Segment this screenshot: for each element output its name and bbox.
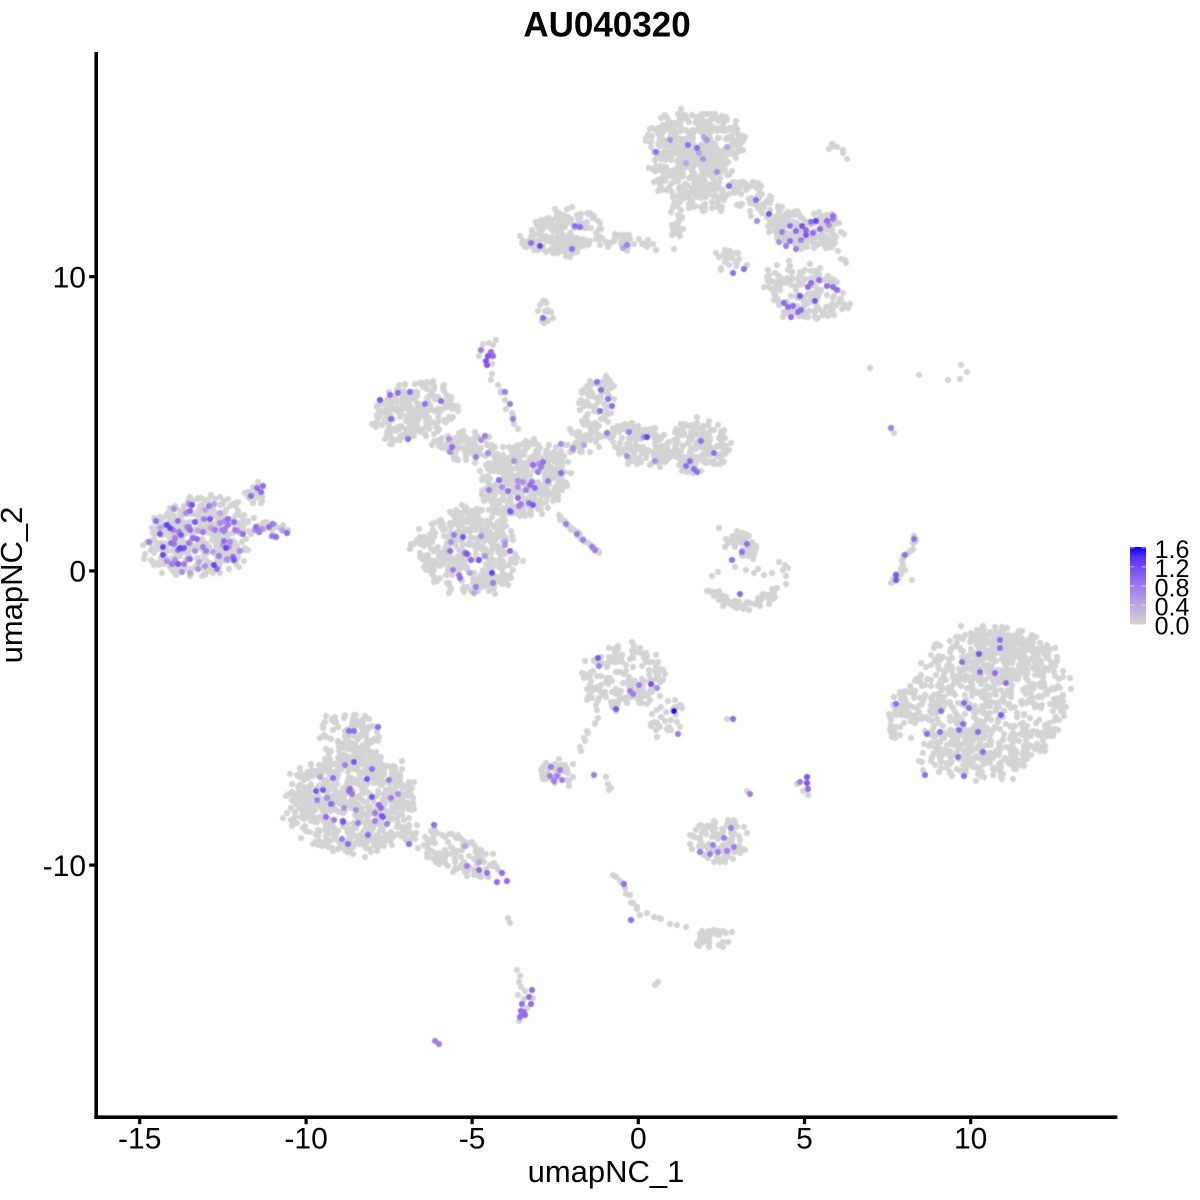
svg-text:0: 0 — [630, 1122, 647, 1155]
svg-text:0.4: 0.4 — [1155, 594, 1190, 622]
svg-text:-10: -10 — [43, 850, 86, 883]
svg-text:1.2: 1.2 — [1155, 555, 1190, 583]
svg-text:0.8: 0.8 — [1155, 575, 1190, 603]
svg-text:1.6: 1.6 — [1155, 536, 1190, 564]
svg-text:umapNC_1: umapNC_1 — [528, 1154, 685, 1189]
svg-text:10: 10 — [954, 1122, 987, 1155]
svg-text:-10: -10 — [284, 1122, 327, 1155]
svg-text:AU040320: AU040320 — [523, 6, 690, 45]
svg-text:-5: -5 — [459, 1122, 486, 1155]
svg-text:0.0: 0.0 — [1155, 612, 1190, 640]
svg-text:10: 10 — [53, 261, 86, 294]
svg-text:umapNC_2: umapNC_2 — [0, 507, 29, 664]
svg-text:0: 0 — [69, 556, 86, 589]
svg-text:5: 5 — [796, 1122, 813, 1155]
svg-text:-15: -15 — [118, 1122, 161, 1155]
